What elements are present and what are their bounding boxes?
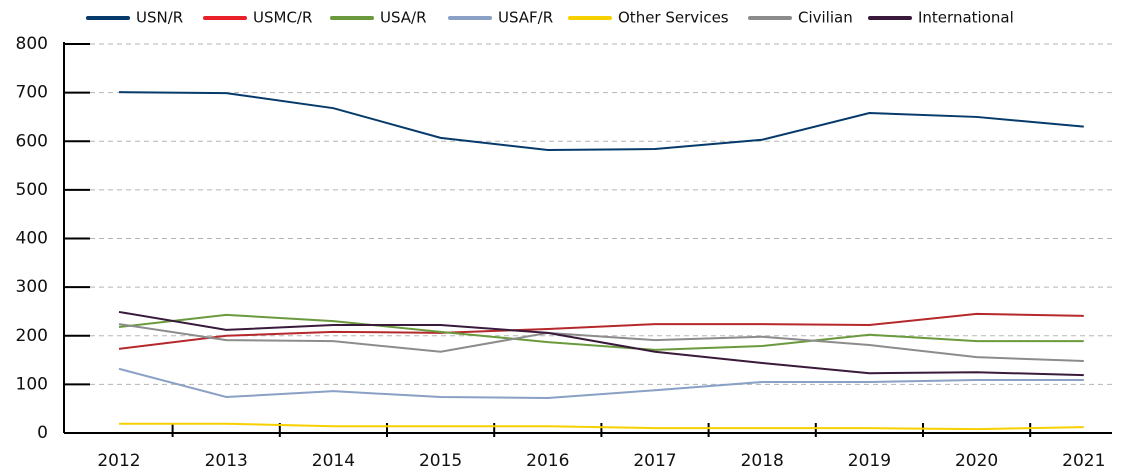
y-tick-label: 200 (16, 326, 48, 346)
series-line (118, 367, 1084, 399)
series-line (118, 310, 1084, 377)
y-tick-label: 700 (16, 83, 48, 103)
x-tick-label: 2019 (848, 451, 891, 471)
legend: USN/R USMC/R USA/R USAF/R Other Services Civi… (86, 9, 1014, 27)
x-tick-label: 2012 (97, 451, 140, 471)
x-tick-label: 2015 (419, 451, 462, 471)
y-tick-label: 100 (16, 374, 48, 394)
series-line (119, 422, 1084, 431)
legend-label: Civilian (798, 9, 853, 27)
x-tick-label: 2021 (1062, 451, 1105, 471)
x-tick-label: 2017 (633, 451, 676, 471)
legend-label: USAF/R (498, 9, 553, 27)
y-tick-label: 500 (16, 180, 48, 200)
x-tick-label: 2020 (955, 451, 998, 471)
y-tick-label: 0 (37, 423, 48, 443)
legend-label: USN/R (136, 9, 183, 27)
y-tick-label: 800 (16, 34, 48, 54)
x-tick-label: 2013 (205, 451, 248, 471)
series-line (118, 313, 1084, 351)
y-tick-label: 600 (16, 131, 48, 151)
y-tick-label: 300 (16, 277, 48, 297)
y-tick-label: 400 (16, 229, 48, 249)
x-tick-label: 2014 (312, 451, 355, 471)
x-tick-label: 2016 (526, 451, 569, 471)
series-line (118, 323, 1084, 363)
series-line (118, 312, 1084, 350)
legend-label: Other Services (618, 9, 729, 27)
legend-label: USMC/R (253, 9, 312, 27)
legend-label: International (918, 9, 1014, 27)
series-line (118, 91, 1084, 152)
legend-label: USA/R (380, 9, 427, 27)
x-tick-label: 2018 (741, 451, 784, 471)
